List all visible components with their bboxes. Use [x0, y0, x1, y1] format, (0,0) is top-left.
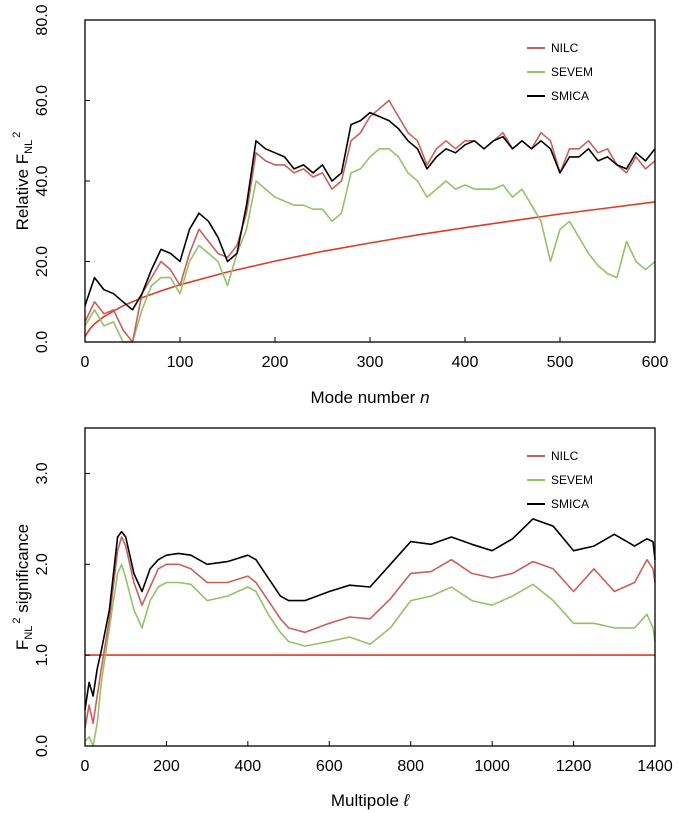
- bottom-x-tick-label: 600: [316, 758, 343, 775]
- top-x-tick-label: 300: [357, 354, 384, 371]
- top-x-tick-label: 400: [452, 354, 479, 371]
- legend-label-smica: SMICA: [551, 89, 589, 103]
- bottom-series-group: [84, 518, 656, 747]
- bottom-x-tick-label: 200: [153, 758, 180, 775]
- bottom-series-line-smica: [84, 518, 656, 710]
- bottom-y-label-sub: NL: [23, 626, 35, 640]
- top-y-tick-label: 80.0: [34, 4, 51, 35]
- top-series-group: [84, 99, 656, 343]
- bottom-legend: NILC SEVEM SMICA: [527, 449, 593, 511]
- bottom-y-tick-label: 0.0: [34, 735, 51, 757]
- top-x-tick-label: 500: [547, 354, 574, 371]
- bottom-x-axis-label: Multipole ℓ: [331, 791, 410, 810]
- bottom-chart: 0 200 400 600 800 1000 1200 1400 0.0 1.0 2.0 3.0 NI…: [11, 427, 673, 810]
- top-y-tick-label: 60.0: [34, 85, 51, 116]
- top-y-axis-label: Relative FNL2: [11, 132, 35, 231]
- top-y-label-sub: NL: [23, 140, 35, 154]
- bottom-x-tick-label: 0: [81, 758, 90, 775]
- legend-label-nilc: NILC: [551, 41, 579, 55]
- legend-label-smica: SMICA: [551, 497, 589, 511]
- top-y-tick-label: 20.0: [34, 246, 51, 277]
- top-y-tick-label: 40.0: [34, 165, 51, 196]
- bottom-y-tick-label: 1.0: [34, 644, 51, 666]
- bottom-x-tick-label: 400: [235, 758, 262, 775]
- bottom-y-label-sup: 2: [11, 617, 23, 623]
- bottom-ticks-group: 0 200 400 600 800 1000 1200 1400 0.0 1.0 2.0 3.0: [34, 462, 673, 775]
- top-series-line-sevem: [84, 148, 656, 343]
- top-reference-curve-group: [84, 201, 656, 337]
- bottom-x-tick-label: 800: [397, 758, 424, 775]
- bottom-series-line-sevem: [84, 563, 656, 747]
- bottom-x-tick-label: 1200: [556, 758, 592, 775]
- top-reference-curve: [84, 201, 656, 337]
- top-legend: NILC SEVEM SMICA: [527, 41, 593, 103]
- bottom-x-tick-label: 1000: [474, 758, 510, 775]
- top-x-tick-label: 0: [81, 354, 90, 371]
- bottom-y-tick-label: 3.0: [34, 462, 51, 484]
- bottom-y-tick-label: 2.0: [34, 553, 51, 575]
- bottom-series-line-nilc: [84, 536, 656, 728]
- top-x-tick-label: 100: [167, 354, 194, 371]
- top-y-tick-label: 0.0: [34, 331, 51, 353]
- top-ticks-group: 0 100 200 300 400 500 600 0.0 20.0 40.0 60.0 80.0: [34, 4, 668, 371]
- bottom-y-label-rest: significance: [13, 524, 32, 618]
- legend-label-sevem: SEVEM: [551, 65, 593, 79]
- legend-label-sevem: SEVEM: [551, 473, 593, 487]
- top-series-line-smica: [84, 111, 656, 311]
- top-x-tick-label: 200: [262, 354, 289, 371]
- top-chart: 0 100 200 300 400 500 600 0.0 20.0 40.0 60.0 80.0 N…: [11, 4, 668, 407]
- top-y-label-sup: 2: [11, 132, 23, 138]
- bottom-y-axis-label: FNL2 significance: [11, 524, 35, 650]
- top-x-axis-label: Mode number n: [310, 388, 429, 407]
- top-x-tick-label: 600: [642, 354, 669, 371]
- bottom-plot-frame: [84, 427, 656, 747]
- bottom-x-tick-label: 1400: [637, 758, 673, 775]
- legend-label-nilc: NILC: [551, 449, 579, 463]
